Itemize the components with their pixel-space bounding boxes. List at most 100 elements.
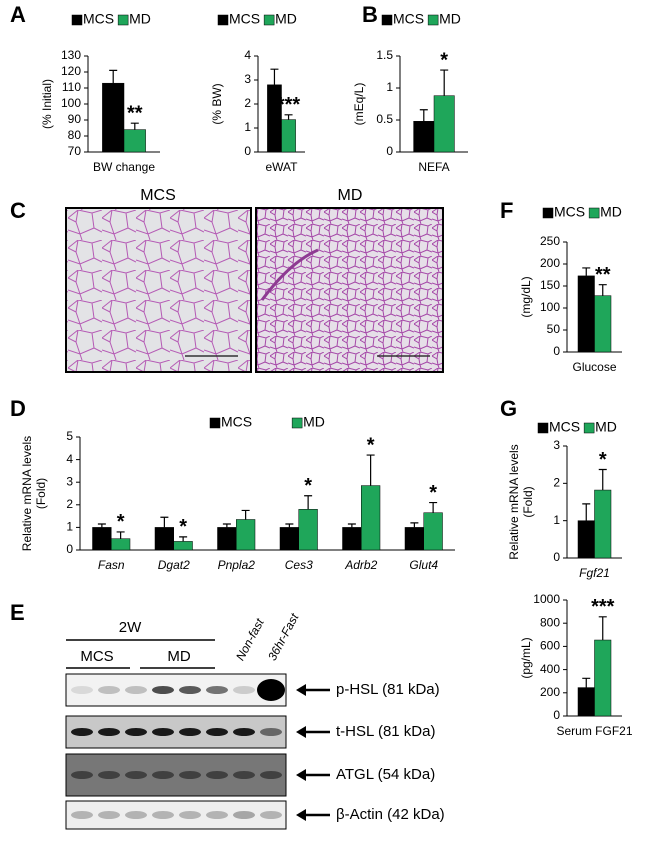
y-tick-label: 2 — [553, 476, 560, 490]
error-bar — [366, 454, 375, 486]
y-tick-label: 2 — [244, 96, 251, 110]
x-tick-label: Dgat2 — [158, 558, 190, 572]
error-bar — [270, 68, 279, 85]
legend-label: MD — [275, 11, 297, 27]
bar — [342, 527, 362, 551]
y-tick-label: 1 — [66, 520, 73, 534]
blot-band — [125, 728, 147, 736]
x-tick-label: Serum FGF21 — [556, 724, 632, 738]
blot-band — [71, 686, 93, 694]
blot-group: 2W — [119, 619, 142, 636]
lane-label: 36hr-Fast — [265, 611, 302, 663]
blot-band — [152, 771, 174, 779]
bar — [423, 512, 443, 551]
bar — [413, 121, 435, 153]
y-tick-label: 100 — [540, 300, 560, 314]
blot-band — [233, 771, 255, 779]
bar — [92, 527, 112, 551]
legend-label: MD — [303, 414, 325, 430]
error-bar — [598, 284, 607, 296]
blot-band — [179, 771, 201, 779]
legend-label: MCS — [393, 11, 424, 27]
y-tick-label: 2 — [66, 497, 73, 511]
y-axis-label: Relative mRNA levels — [507, 444, 521, 559]
histology-image — [255, 207, 444, 373]
significance-mark: *** — [591, 596, 615, 618]
y-tick-label: 1.5 — [376, 48, 393, 62]
y-tick-label: 4 — [66, 452, 73, 466]
y-tick-label: 200 — [540, 685, 560, 699]
error-bar — [598, 468, 607, 491]
blot-band — [98, 728, 120, 736]
significance-mark: * — [179, 516, 187, 538]
legend-label: MCS — [229, 11, 260, 27]
blot-band — [98, 771, 120, 779]
legend-swatch — [381, 14, 393, 26]
panel-label: G — [500, 396, 517, 421]
y-tick-label: 200 — [540, 256, 560, 270]
bar — [279, 527, 299, 551]
legend-swatch — [217, 14, 229, 26]
panel-label: E — [10, 600, 25, 625]
arrow-head — [296, 769, 306, 781]
significance-mark: * — [429, 482, 437, 504]
arrow-head — [296, 809, 306, 821]
western-blot: 2W MCS MD Non-fast 36hr-Fast p-HSL (81 k… — [65, 611, 445, 830]
blot-band — [71, 771, 93, 779]
y-axis-label: (Fold) — [521, 486, 535, 517]
legend-swatch — [263, 14, 275, 26]
bar — [361, 485, 381, 551]
legend-swatch — [71, 14, 83, 26]
lane-label: MCS — [80, 648, 113, 665]
error-bar — [429, 501, 438, 513]
legend-swatch — [117, 14, 129, 26]
blot-band — [125, 811, 147, 819]
blot-band — [260, 771, 282, 779]
legend-swatch — [583, 422, 595, 434]
y-tick-label: 0 — [66, 542, 73, 556]
panel-label: B — [362, 2, 378, 27]
bar — [577, 275, 595, 353]
x-tick-label: Glut4 — [409, 558, 438, 572]
x-tick-label: eWAT — [266, 160, 299, 174]
bar — [594, 639, 612, 717]
blot-band — [179, 811, 201, 819]
bar — [173, 541, 193, 551]
error-bar — [284, 114, 293, 120]
blot-band — [233, 686, 255, 694]
significance-mark: ** — [595, 264, 611, 286]
significance-mark: * — [304, 475, 312, 497]
panel-label: D — [10, 396, 26, 421]
significance-mark: ** — [127, 102, 143, 124]
y-tick-label: 5 — [66, 429, 73, 443]
significance-mark: * — [599, 449, 607, 471]
error-bar — [285, 523, 294, 528]
blot-band — [260, 811, 282, 819]
lane-label: Non-fast — [233, 616, 267, 663]
bar — [154, 527, 174, 551]
bar — [577, 687, 595, 717]
legend-label: MD — [129, 11, 151, 27]
error-bar — [160, 516, 169, 528]
significance-mark: * — [117, 511, 125, 533]
bar — [217, 527, 237, 551]
legend-label: MCS — [83, 11, 114, 27]
blot-band — [233, 811, 255, 819]
error-bar — [304, 495, 313, 510]
bar — [281, 119, 296, 153]
legend-label: MCS — [221, 414, 252, 430]
y-tick-label: 0.5 — [376, 112, 393, 126]
x-tick-label: Fasn — [98, 558, 125, 572]
blot-band — [257, 679, 285, 701]
error-bar — [419, 109, 428, 122]
error-bar — [116, 531, 125, 539]
blot-band — [152, 728, 174, 736]
legend-swatch — [427, 14, 439, 26]
error-bar — [582, 267, 591, 276]
error-bar — [598, 616, 607, 641]
blot-band — [179, 686, 201, 694]
blot-band — [233, 728, 255, 736]
y-axis-label: (mEq/L) — [352, 83, 366, 126]
error-bar — [241, 509, 250, 520]
y-tick-label: 0 — [244, 144, 251, 158]
